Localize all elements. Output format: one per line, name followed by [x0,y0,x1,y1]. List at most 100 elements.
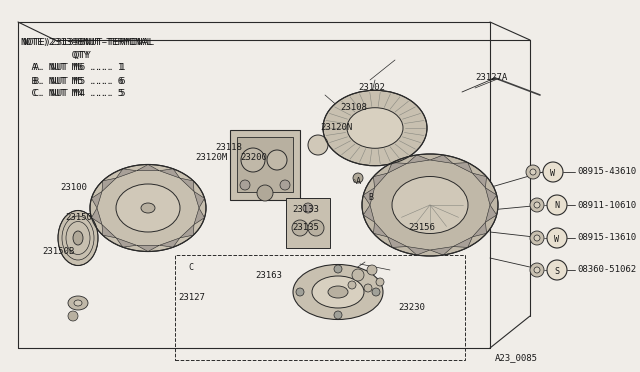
Ellipse shape [141,203,155,213]
Polygon shape [430,155,453,163]
Bar [230,130,300,200]
Ellipse shape [68,296,88,310]
Circle shape [534,267,540,273]
Text: 23120M: 23120M [195,154,227,163]
Ellipse shape [74,300,82,306]
Circle shape [348,281,356,289]
Text: C. NUT M4 .... 5: C. NUT M4 .... 5 [22,90,125,99]
Circle shape [534,202,540,208]
Ellipse shape [73,231,83,245]
Ellipse shape [58,211,98,266]
Circle shape [296,288,304,296]
Circle shape [367,265,377,275]
Text: A. NUT M6 .... 1: A. NUT M6 .... 1 [20,64,124,73]
Text: 08915-13610: 08915-13610 [577,234,636,243]
Circle shape [372,288,380,296]
Ellipse shape [293,264,383,320]
Circle shape [280,180,290,190]
Circle shape [292,220,308,236]
Text: 23120N: 23120N [320,124,352,132]
Polygon shape [92,208,102,225]
Text: N: N [554,202,559,211]
Polygon shape [364,205,374,222]
Text: 23230: 23230 [398,304,425,312]
Circle shape [547,260,567,280]
Polygon shape [364,188,374,205]
Polygon shape [180,225,194,238]
Text: 23127A: 23127A [475,74,508,83]
Text: 23135: 23135 [292,224,319,232]
Circle shape [376,278,384,286]
Polygon shape [194,208,205,225]
Text: 23133: 23133 [292,205,319,215]
Polygon shape [137,245,159,251]
Polygon shape [116,169,137,178]
Text: A23_0085: A23_0085 [495,353,538,362]
Circle shape [308,220,324,236]
Ellipse shape [392,176,468,234]
Circle shape [526,165,540,179]
Polygon shape [116,238,137,247]
Polygon shape [388,163,407,173]
Ellipse shape [328,286,348,298]
Text: 23108: 23108 [340,103,367,112]
Text: NOTE)23139BNUT-TERMINAL: NOTE)23139BNUT-TERMINAL [22,38,154,46]
Text: B: B [368,193,373,202]
Text: C: C [188,263,193,273]
Text: B. NUT M5 .... 6: B. NUT M5 .... 6 [20,77,124,86]
Polygon shape [194,192,205,208]
Polygon shape [159,169,180,178]
Ellipse shape [116,184,180,232]
Text: 08915-43610: 08915-43610 [577,167,636,176]
Text: 23100: 23100 [60,183,87,192]
Circle shape [530,198,544,212]
Text: QTY: QTY [22,51,91,60]
Ellipse shape [323,90,427,166]
Circle shape [334,265,342,273]
Circle shape [334,311,342,319]
Polygon shape [92,192,102,208]
Polygon shape [453,237,472,247]
Polygon shape [374,222,388,237]
Text: 23150: 23150 [65,214,92,222]
Ellipse shape [312,276,364,308]
Circle shape [547,195,567,215]
Circle shape [240,180,250,190]
Ellipse shape [347,108,403,148]
Polygon shape [453,163,472,173]
Circle shape [530,263,544,277]
Bar [286,198,330,248]
Text: 23200: 23200 [240,154,267,163]
Polygon shape [102,225,116,238]
Polygon shape [485,205,497,222]
Bar [175,255,465,360]
Polygon shape [472,222,486,237]
Ellipse shape [362,154,498,256]
Polygon shape [180,178,194,192]
Circle shape [308,135,328,155]
Circle shape [68,311,78,321]
Polygon shape [102,178,116,192]
Polygon shape [137,164,159,171]
Circle shape [530,169,536,175]
Text: 23127: 23127 [178,294,205,302]
Polygon shape [485,188,497,205]
Text: 23118: 23118 [215,144,242,153]
Circle shape [257,185,273,201]
Circle shape [364,284,372,292]
Polygon shape [430,247,453,255]
Text: 08911-10610: 08911-10610 [577,201,636,209]
Text: 23102: 23102 [358,83,385,93]
Polygon shape [388,237,407,247]
Text: ◦A: ◦A [352,177,362,186]
Circle shape [547,228,567,248]
Text: B. NUT M5 .... 6: B. NUT M5 .... 6 [22,77,125,86]
Circle shape [353,173,363,183]
Text: 23163: 23163 [255,270,282,279]
Text: W: W [550,169,556,177]
Circle shape [352,269,364,281]
Polygon shape [374,173,388,188]
Text: S: S [554,266,559,276]
Text: A. NUT M6 .... 1: A. NUT M6 .... 1 [22,64,125,73]
Ellipse shape [90,164,206,251]
